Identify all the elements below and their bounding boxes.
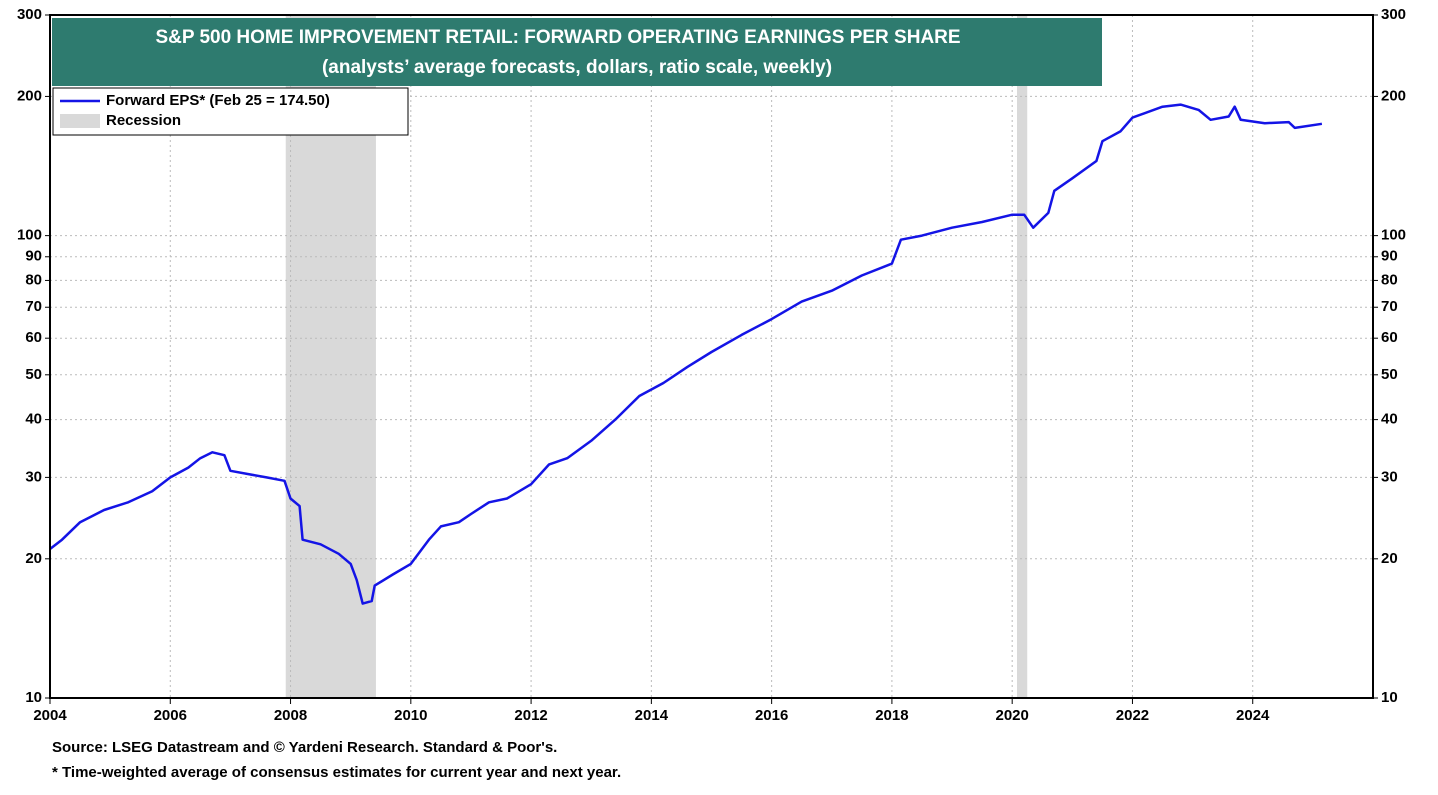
x-tick-label: 2014 [635, 707, 669, 724]
y2-tick-label: 80 [1381, 271, 1398, 288]
chart-subtitle: (analysts’ average forecasts, dollars, r… [322, 57, 832, 78]
x-tick-label: 2024 [1236, 707, 1270, 724]
x-tick-label: 2004 [33, 707, 67, 724]
y2-tick-label: 100 [1381, 227, 1406, 244]
source-note: Source: LSEG Datastream and © Yardeni Re… [52, 739, 557, 756]
y2-tick-label: 70 [1381, 298, 1398, 315]
y-tick-label: 30 [25, 468, 42, 485]
x-tick-label: 2008 [274, 707, 307, 724]
chart-title: S&P 500 HOME IMPROVEMENT RETAIL: FORWARD… [155, 27, 960, 48]
y2-tick-label: 300 [1381, 6, 1406, 23]
y-tick-label: 300 [17, 6, 42, 23]
y2-tick-label: 90 [1381, 248, 1398, 265]
plot-frame [49, 14, 1374, 699]
legend-label: Forward EPS* (Feb 25 = 174.50) [106, 92, 330, 109]
y2-tick-label: 200 [1381, 87, 1406, 104]
x-tick-label: 2006 [154, 707, 187, 724]
y-tick-label: 10 [25, 689, 42, 706]
y2-tick-label: 10 [1381, 689, 1398, 706]
x-tick-label: 2020 [995, 707, 1028, 724]
y2-tick-label: 60 [1381, 329, 1398, 346]
y2-tick-label: 30 [1381, 468, 1398, 485]
legend-swatch [60, 114, 100, 128]
y-tick-label: 80 [25, 271, 42, 288]
recession-band [1016, 15, 1028, 698]
y-tick-label: 100 [17, 227, 42, 244]
y-tick-label: 200 [17, 87, 42, 104]
title-box [52, 18, 1102, 86]
eps-line [49, 103, 1323, 605]
x-tick-label: 2010 [394, 707, 427, 724]
y-tick-label: 40 [25, 411, 42, 428]
y-tick-label: 50 [25, 366, 42, 383]
y2-tick-label: 40 [1381, 411, 1398, 428]
legend-label: Recession [106, 112, 181, 129]
x-tick-label: 2012 [514, 707, 547, 724]
x-tick-label: 2018 [875, 707, 908, 724]
y-tick-label: 90 [25, 248, 42, 265]
y-tick-label: 20 [25, 550, 42, 567]
y2-tick-label: 20 [1381, 550, 1398, 567]
y-tick-label: 70 [25, 298, 42, 315]
legend-box [52, 87, 409, 136]
footnote: * Time-weighted average of consensus est… [52, 764, 621, 781]
y-tick-label: 60 [25, 329, 42, 346]
x-tick-label: 2016 [755, 707, 788, 724]
x-tick-label: 2022 [1116, 707, 1149, 724]
y2-tick-label: 50 [1381, 366, 1398, 383]
